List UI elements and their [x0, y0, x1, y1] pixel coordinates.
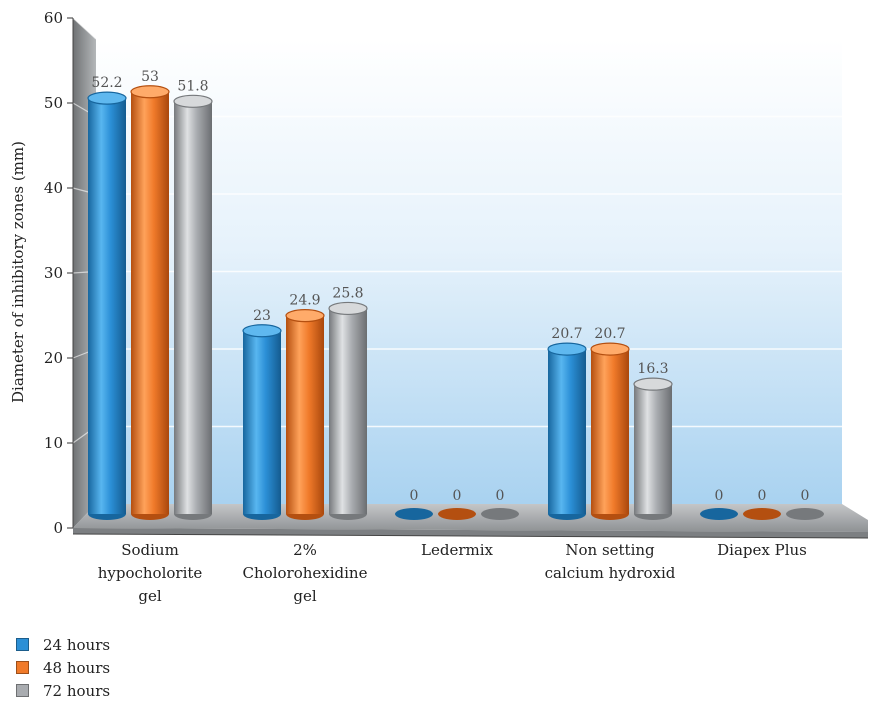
bar	[547, 342, 587, 520]
data-label: 0	[758, 488, 767, 504]
bar	[590, 342, 630, 520]
bar-zero-disc	[395, 508, 433, 520]
bar-top	[547, 342, 587, 356]
x-axis-line	[72, 533, 869, 539]
x-tick-label: 2%	[293, 541, 317, 559]
bar-top	[130, 85, 170, 99]
data-label: 53	[141, 69, 159, 85]
bar-body	[634, 384, 672, 514]
data-label: 25.8	[332, 285, 363, 301]
data-label: 20.7	[594, 326, 625, 342]
bar	[242, 324, 282, 520]
bar-body	[243, 330, 281, 514]
bar	[438, 508, 476, 520]
data-label: 20.7	[551, 326, 582, 342]
bar	[328, 301, 368, 520]
bar-top	[328, 301, 368, 316]
legend-label-48h: 48 hours	[43, 658, 111, 677]
bar-top	[590, 342, 630, 356]
bar	[395, 508, 433, 520]
x-tick-label: Diapex Plus	[717, 541, 807, 559]
gridline-side	[72, 17, 97, 40]
data-label: 0	[715, 488, 724, 504]
legend-swatch-72h	[16, 684, 29, 697]
floor-edge	[73, 528, 868, 538]
bar	[633, 377, 673, 520]
bar-zero-disc	[438, 508, 476, 520]
legend-item-24h: 24 hours	[16, 633, 110, 656]
data-label: 0	[496, 488, 505, 504]
bar-body	[131, 91, 169, 515]
bar-top	[285, 309, 325, 323]
legend-swatch-24h	[16, 638, 29, 651]
legend-swatch-48h	[16, 661, 29, 674]
data-label: 23	[253, 308, 271, 324]
bar	[173, 94, 213, 520]
bar-body	[591, 349, 629, 514]
bar-zero-disc	[481, 508, 519, 520]
bar-body	[286, 315, 324, 514]
bar-body	[174, 101, 212, 515]
bar-zero-disc	[786, 508, 824, 520]
bar-zero-disc	[700, 508, 738, 520]
data-label: 52.2	[91, 75, 122, 91]
data-label: 0	[453, 488, 462, 504]
data-label: 51.8	[177, 78, 208, 94]
y-tick-label: 50	[44, 94, 63, 112]
bar-top	[173, 94, 213, 108]
bar-zero-disc	[743, 508, 781, 520]
x-tick-label: Ledermix	[421, 541, 494, 559]
x-tick-label: Non setting	[565, 541, 655, 559]
bar-top	[242, 324, 282, 338]
legend: 24 hours 48 hours 72 hours	[16, 633, 110, 702]
bar	[87, 91, 127, 520]
bar-body	[329, 308, 367, 514]
bar	[786, 508, 824, 520]
y-axis-label: Diameter of inhibitory zones (mm)	[9, 141, 27, 403]
bar	[481, 508, 519, 520]
x-tick-label: hypocholorite	[98, 564, 203, 582]
bar	[285, 309, 325, 520]
legend-label-72h: 72 hours	[43, 681, 111, 700]
y-tick-label: 30	[44, 264, 63, 282]
data-label: 24.9	[289, 293, 320, 309]
bar	[130, 85, 170, 520]
x-tick-label: calcium hydroxid	[545, 564, 676, 582]
data-label: 16.3	[637, 361, 668, 377]
x-tick-label: Cholorohexidine	[243, 564, 368, 582]
legend-item-72h: 72 hours	[16, 679, 110, 702]
y-tick-label: 20	[44, 349, 63, 367]
legend-label-24h: 24 hours	[43, 635, 111, 654]
x-tick-label: gel	[138, 587, 161, 605]
x-tick-label: gel	[293, 587, 316, 605]
bar-top	[87, 91, 127, 105]
y-tick-label: 0	[53, 519, 63, 537]
y-tick-label: 60	[44, 9, 63, 27]
bar-body	[548, 349, 586, 514]
bar	[700, 508, 738, 520]
legend-item-48h: 48 hours	[16, 656, 110, 679]
bar	[743, 508, 781, 520]
y-tick-label: 40	[44, 179, 63, 197]
x-tick-label: Sodium	[121, 541, 179, 559]
bar-body	[88, 98, 126, 514]
bar-top	[633, 377, 673, 391]
y-tick-label: 10	[44, 434, 63, 452]
data-label: 0	[801, 488, 810, 504]
data-label: 0	[410, 488, 419, 504]
